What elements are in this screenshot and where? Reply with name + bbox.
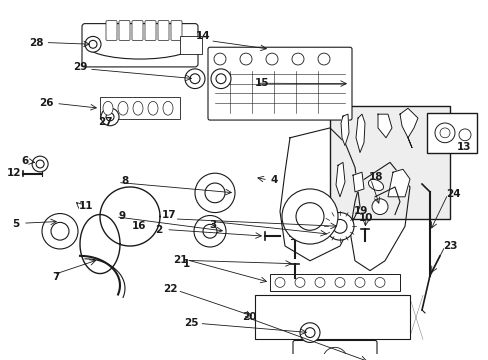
Circle shape: [203, 224, 217, 238]
Circle shape: [334, 278, 345, 287]
Text: 23: 23: [442, 241, 456, 251]
Text: 11: 11: [78, 201, 93, 211]
Circle shape: [439, 128, 449, 138]
Polygon shape: [349, 162, 409, 271]
Text: 24: 24: [446, 189, 460, 199]
FancyBboxPatch shape: [292, 341, 376, 360]
Text: 2: 2: [155, 225, 162, 235]
Circle shape: [89, 40, 97, 48]
Circle shape: [194, 216, 225, 247]
Text: 13: 13: [455, 142, 470, 152]
Text: 22: 22: [163, 284, 177, 294]
Circle shape: [294, 278, 305, 287]
Circle shape: [332, 220, 346, 233]
Text: 25: 25: [184, 319, 199, 328]
Ellipse shape: [148, 102, 158, 115]
Bar: [269, 274, 399, 291]
Text: 1: 1: [183, 259, 190, 269]
Circle shape: [371, 199, 387, 215]
Ellipse shape: [103, 102, 113, 115]
Polygon shape: [355, 114, 364, 153]
Circle shape: [51, 222, 69, 240]
Text: 6: 6: [22, 156, 29, 166]
Text: 4: 4: [269, 175, 277, 185]
Circle shape: [106, 113, 114, 121]
Polygon shape: [377, 114, 391, 138]
FancyBboxPatch shape: [82, 24, 198, 67]
Ellipse shape: [367, 179, 383, 190]
Ellipse shape: [163, 102, 173, 115]
Circle shape: [317, 53, 329, 65]
Circle shape: [184, 69, 204, 89]
FancyBboxPatch shape: [158, 21, 169, 40]
Text: 8: 8: [121, 176, 128, 186]
Polygon shape: [340, 114, 348, 146]
Circle shape: [42, 213, 78, 249]
Ellipse shape: [133, 102, 142, 115]
Polygon shape: [399, 108, 417, 148]
Text: 15: 15: [254, 78, 268, 88]
Text: 10: 10: [358, 213, 372, 223]
Text: 16: 16: [132, 221, 146, 231]
Circle shape: [323, 347, 346, 360]
Circle shape: [282, 189, 337, 244]
Text: 12: 12: [6, 168, 21, 178]
Polygon shape: [335, 162, 345, 197]
Circle shape: [101, 108, 119, 126]
Polygon shape: [352, 172, 363, 192]
Ellipse shape: [118, 102, 128, 115]
Bar: [180, 36, 202, 54]
Circle shape: [85, 36, 101, 52]
Circle shape: [190, 74, 200, 84]
Circle shape: [210, 69, 230, 89]
Circle shape: [458, 129, 470, 141]
FancyBboxPatch shape: [132, 21, 142, 40]
Circle shape: [295, 203, 324, 230]
Text: 19: 19: [353, 206, 367, 216]
Text: 5: 5: [13, 219, 20, 229]
Circle shape: [291, 53, 304, 65]
FancyBboxPatch shape: [119, 21, 130, 40]
Circle shape: [305, 328, 314, 338]
Text: 26: 26: [39, 98, 54, 108]
FancyBboxPatch shape: [145, 21, 156, 40]
Circle shape: [265, 53, 278, 65]
Text: 9: 9: [118, 211, 125, 221]
Circle shape: [214, 53, 225, 65]
Text: 7: 7: [52, 272, 60, 282]
Text: 20: 20: [242, 312, 256, 322]
Circle shape: [32, 156, 48, 172]
Circle shape: [434, 123, 454, 143]
Circle shape: [204, 183, 224, 203]
Text: 21: 21: [172, 255, 187, 265]
Text: 17: 17: [161, 210, 176, 220]
Text: 18: 18: [368, 172, 383, 182]
Circle shape: [299, 323, 319, 342]
Circle shape: [354, 278, 364, 287]
Bar: [100, 98, 180, 119]
Text: 3: 3: [209, 220, 216, 230]
Bar: [426, 113, 476, 153]
Text: 14: 14: [195, 31, 210, 41]
Circle shape: [36, 160, 44, 168]
Circle shape: [216, 74, 225, 84]
Text: 27: 27: [98, 117, 112, 127]
Text: 29: 29: [73, 62, 88, 72]
Circle shape: [195, 173, 235, 212]
Circle shape: [314, 278, 325, 287]
Circle shape: [374, 278, 384, 287]
Circle shape: [325, 212, 353, 240]
Polygon shape: [387, 169, 409, 197]
FancyBboxPatch shape: [171, 21, 182, 40]
Circle shape: [274, 278, 285, 287]
Polygon shape: [280, 128, 359, 261]
FancyBboxPatch shape: [207, 47, 351, 120]
Text: 28: 28: [29, 37, 44, 48]
FancyBboxPatch shape: [106, 21, 117, 40]
Bar: [329, 106, 449, 220]
Bar: [254, 295, 409, 339]
Circle shape: [240, 53, 251, 65]
